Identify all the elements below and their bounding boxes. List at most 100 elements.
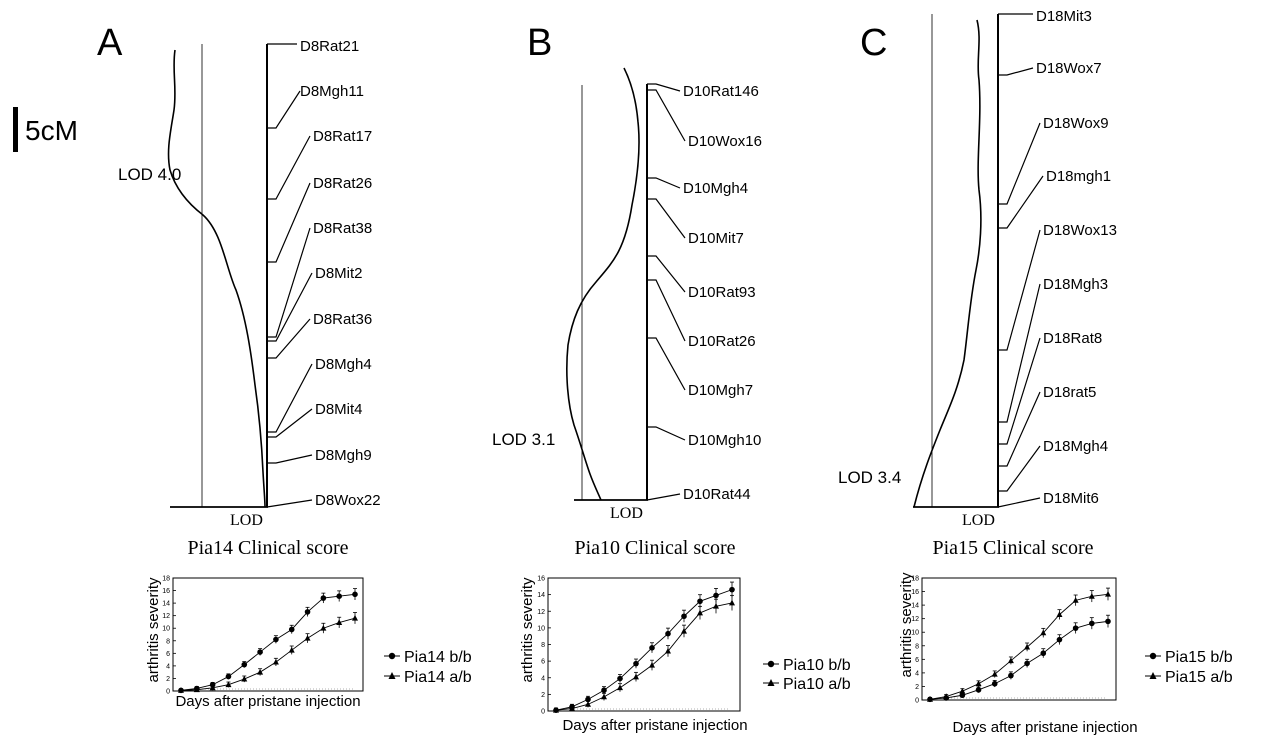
plot-frame bbox=[172, 577, 364, 692]
y-tick-label: 8 bbox=[166, 638, 170, 645]
y-tick-label: 14 bbox=[911, 603, 919, 610]
data-point-triangle bbox=[943, 693, 950, 700]
data-point-triangle bbox=[633, 673, 639, 680]
genetic-marker: D8Mgh11 bbox=[300, 83, 364, 100]
chart-title: Pia14 Clinical score bbox=[187, 537, 348, 559]
lod-peak-label: LOD 3.4 bbox=[838, 468, 901, 487]
data-point-circle bbox=[681, 613, 687, 620]
data-point-triangle bbox=[257, 668, 264, 675]
circle-marker-icon bbox=[767, 660, 775, 668]
series-line bbox=[929, 620, 1109, 700]
panel-letter: A bbox=[97, 22, 123, 64]
y-tick-label: 10 bbox=[537, 625, 545, 632]
marker-connector bbox=[267, 90, 301, 129]
data-point-circle bbox=[649, 645, 655, 651]
marker-connector bbox=[267, 135, 311, 200]
data-point-triangle bbox=[1007, 657, 1014, 664]
marker-connector bbox=[267, 408, 313, 438]
data-point-circle bbox=[975, 687, 982, 693]
genetic-marker: D10Mit7 bbox=[688, 230, 744, 247]
triangle-marker-icon bbox=[388, 672, 396, 679]
data-point-triangle bbox=[927, 696, 933, 702]
circle-marker-icon bbox=[388, 652, 396, 660]
data-point-circle bbox=[713, 592, 719, 599]
marker-connector bbox=[267, 454, 313, 464]
genetic-marker: D8Rat17 bbox=[313, 128, 372, 145]
lod-curve bbox=[913, 19, 982, 508]
panel-b: B LOD 3.1 LOD D10Rat146 D10Wox16 D10Mgh4… bbox=[492, 22, 851, 734]
genetic-marker: D10Rat93 bbox=[688, 284, 756, 301]
genetic-marker: D18Wox9 bbox=[1043, 115, 1109, 132]
data-point-circle bbox=[288, 626, 295, 633]
legend-entry: Pia15 b/b bbox=[1165, 649, 1233, 666]
data-point-triangle bbox=[320, 624, 327, 631]
genetic-marker: D8Rat26 bbox=[313, 175, 372, 192]
marker-connector bbox=[998, 391, 1041, 467]
genetic-marker: D8Mgh9 bbox=[315, 447, 372, 464]
data-point-triangle bbox=[209, 684, 216, 691]
data-point-triangle bbox=[178, 687, 184, 693]
y-tick-label: 6 bbox=[166, 651, 170, 658]
data-point-circle bbox=[320, 595, 327, 601]
marker-connector bbox=[647, 255, 686, 293]
data-point-triangle bbox=[681, 627, 687, 634]
series-line bbox=[555, 589, 733, 711]
chart-legend: Pia10 b/b Pia10 a/b bbox=[763, 657, 851, 693]
marker-connector bbox=[998, 283, 1041, 423]
data-point-triangle bbox=[991, 670, 998, 677]
marker-connector bbox=[647, 337, 686, 391]
genetic-marker: D18Mgh3 bbox=[1043, 276, 1108, 293]
genetic-marker: D10Rat26 bbox=[688, 333, 756, 350]
panel-letter: C bbox=[860, 22, 887, 64]
genetic-marker: D18Mit3 bbox=[1036, 8, 1092, 25]
marker-connector bbox=[998, 122, 1041, 205]
genetic-marker: D10Wox16 bbox=[688, 133, 762, 150]
data-point-triangle bbox=[193, 686, 200, 693]
legend-entry: Pia10 b/b bbox=[783, 657, 851, 674]
genetic-marker: D8Mit4 bbox=[315, 401, 363, 418]
marker-connector bbox=[267, 318, 311, 359]
genetic-marker: D18Mgh4 bbox=[1043, 438, 1108, 455]
genetic-marker: D8Wox22 bbox=[315, 492, 381, 509]
y-tick-label: 2 bbox=[166, 676, 170, 683]
clinical-score-chart: 0 2 4 6 8 10 12 14 16 bbox=[537, 576, 741, 716]
marker-connector bbox=[267, 227, 311, 338]
marker-list: D18Mit3 D18Wox7 D18Wox9 D18mgh1 D18Wox13… bbox=[997, 8, 1117, 508]
marker-connector bbox=[998, 67, 1034, 76]
y-tick-label: 0 bbox=[541, 709, 545, 716]
legend-entry: Pia15 a/b bbox=[1165, 669, 1233, 686]
data-point-circle bbox=[241, 661, 248, 668]
data-point-triangle bbox=[1024, 643, 1031, 650]
data-point-circle bbox=[273, 636, 279, 643]
y-tick-label: 8 bbox=[915, 643, 919, 650]
data-point-triangle bbox=[975, 680, 982, 687]
legend-entry: Pia14 b/b bbox=[404, 649, 472, 666]
data-point-triangle bbox=[1088, 593, 1095, 599]
triangle-marker-icon bbox=[767, 679, 775, 686]
y-tick-label: 14 bbox=[537, 592, 545, 599]
lod-axis-label: LOD bbox=[610, 505, 643, 522]
marker-connector bbox=[267, 272, 313, 342]
data-point-triangle bbox=[665, 647, 671, 654]
x-axis-label: Days after pristane injection bbox=[952, 719, 1137, 736]
x-axis-label: Days after pristane injection bbox=[562, 717, 747, 734]
data-point-triangle bbox=[569, 705, 575, 711]
data-point-triangle bbox=[649, 661, 655, 668]
y-axis-label: arthritis severity bbox=[519, 577, 536, 683]
data-point-circle bbox=[1040, 650, 1047, 657]
chart-legend: Pia15 b/b Pia15 a/b bbox=[1145, 649, 1233, 686]
data-point-circle bbox=[1056, 636, 1063, 643]
marker-connector bbox=[647, 83, 681, 92]
data-point-triangle bbox=[729, 599, 735, 606]
y-tick-label: 10 bbox=[162, 626, 170, 633]
y-tick-label: 18 bbox=[162, 576, 170, 583]
genetic-marker: D18Rat8 bbox=[1043, 330, 1102, 347]
data-point-triangle bbox=[352, 614, 358, 621]
marker-connector bbox=[647, 426, 686, 441]
genetic-marker: D10Mgh10 bbox=[688, 432, 761, 449]
y-tick-label: 4 bbox=[541, 675, 545, 682]
panel-c: C LOD 3.4 LOD D18Mit3 D18Wox7 D18Wox9 D1… bbox=[838, 8, 1233, 736]
series-line bbox=[929, 593, 1109, 700]
y-tick-label: 2 bbox=[541, 692, 545, 699]
